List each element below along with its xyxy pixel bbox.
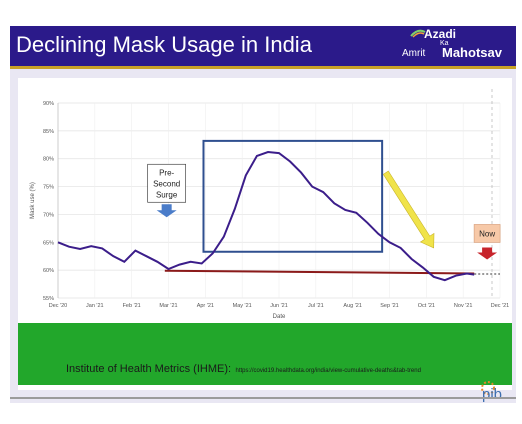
mask-usage-series-line xyxy=(57,150,475,282)
pib-logo: pib xyxy=(472,378,512,406)
y-tick-label: 55% xyxy=(43,296,54,302)
now-down-arrow-icon xyxy=(477,247,498,260)
slide-title: Declining Mask Usage in India xyxy=(16,32,312,57)
title-underline xyxy=(10,66,516,69)
now-label-box xyxy=(473,224,501,243)
logo-word-mahotsav: Mahotsav xyxy=(442,45,502,60)
logo-word-ka: Ka xyxy=(440,40,449,47)
pre-surge-label-box xyxy=(147,163,187,203)
logo-swoosh-icon xyxy=(410,29,426,38)
x-tick-label: Feb '21 xyxy=(123,303,141,309)
y-tick-label: 90% xyxy=(43,101,54,107)
x-tick-label: Jun '21 xyxy=(270,303,288,309)
x-tick-label: Sep '21 xyxy=(380,303,398,309)
y-tick-labels: 55% 60% 65% 70% 75% 80% 85% 90% xyxy=(43,101,54,302)
x-tick-label: Dec '20 xyxy=(49,303,67,309)
y-tick-label: 70% xyxy=(43,212,54,218)
pib-logo-text: pib xyxy=(482,386,503,403)
x-tick-label: Mar '21 xyxy=(159,303,177,309)
source-band: Institute of Health Metrics (IHME): http… xyxy=(18,323,512,385)
pib-sunburst-icon xyxy=(481,381,495,395)
x-tick-label: Jan '21 xyxy=(86,303,104,309)
pre-surge-label-line-1: Pre- xyxy=(159,168,174,177)
logo-word-azadi: Azadi xyxy=(424,27,457,41)
baseline-line xyxy=(164,269,475,275)
azadi-ka-amrit-mahotsav-logo: Azadi Ka Amrit Mahotsav xyxy=(402,26,512,66)
x-tick-labels: Dec '20 Jan '21 Feb '21 Mar '21 Apr '21 May '… xyxy=(49,303,509,309)
title-bar: Declining Mask Usage in India Azadi Ka A… xyxy=(10,26,516,66)
x-tick-label: Dec '21 xyxy=(491,303,509,309)
x-tick-label: Oct '21 xyxy=(418,303,435,309)
y-tick-label: 75% xyxy=(43,185,54,191)
now-callout: Now xyxy=(473,224,501,260)
y-tick-label: 80% xyxy=(43,157,54,163)
x-tick-label: Jul '21 xyxy=(308,303,324,309)
x-tick-label: Aug '21 xyxy=(343,303,361,309)
x-tick-label: Nov '21 xyxy=(454,303,472,309)
pre-surge-down-arrow-icon xyxy=(156,204,177,218)
source-label: Institute of Health Metrics (IHME): xyxy=(66,363,232,375)
chart-grid xyxy=(57,102,501,299)
y-tick-label: 60% xyxy=(43,268,54,274)
x-axis-label: Date xyxy=(273,314,286,320)
now-label: Now xyxy=(479,229,495,238)
x-tick-label: Apr '21 xyxy=(197,303,214,309)
y-axis-label: Mask use (%) xyxy=(30,182,36,219)
bottom-rule xyxy=(10,397,516,399)
pre-surge-label-line-2: Second xyxy=(153,179,180,188)
top-strip xyxy=(0,0,522,26)
decline-yellow-arrow-icon xyxy=(382,170,435,249)
logo-word-amrit: Amrit xyxy=(402,48,426,59)
source-link[interactable]: https://covid19.healthdata.org/india/vie… xyxy=(235,368,421,374)
x-tick-label: May '21 xyxy=(233,303,252,309)
y-tick-label: 65% xyxy=(43,240,54,246)
mask-usage-chart: 55% 60% 65% 70% 75% 80% 85% 90% Dec '20 Jan '21 F… xyxy=(30,89,509,320)
surge-highlight-box xyxy=(202,139,384,253)
source-citation: Institute of Health Metrics (IHME): http… xyxy=(66,359,421,377)
y-tick-label: 85% xyxy=(43,129,54,135)
pre-surge-callout: Pre- Second Surge xyxy=(147,163,187,218)
pre-surge-label-line-3: Surge xyxy=(156,190,178,199)
